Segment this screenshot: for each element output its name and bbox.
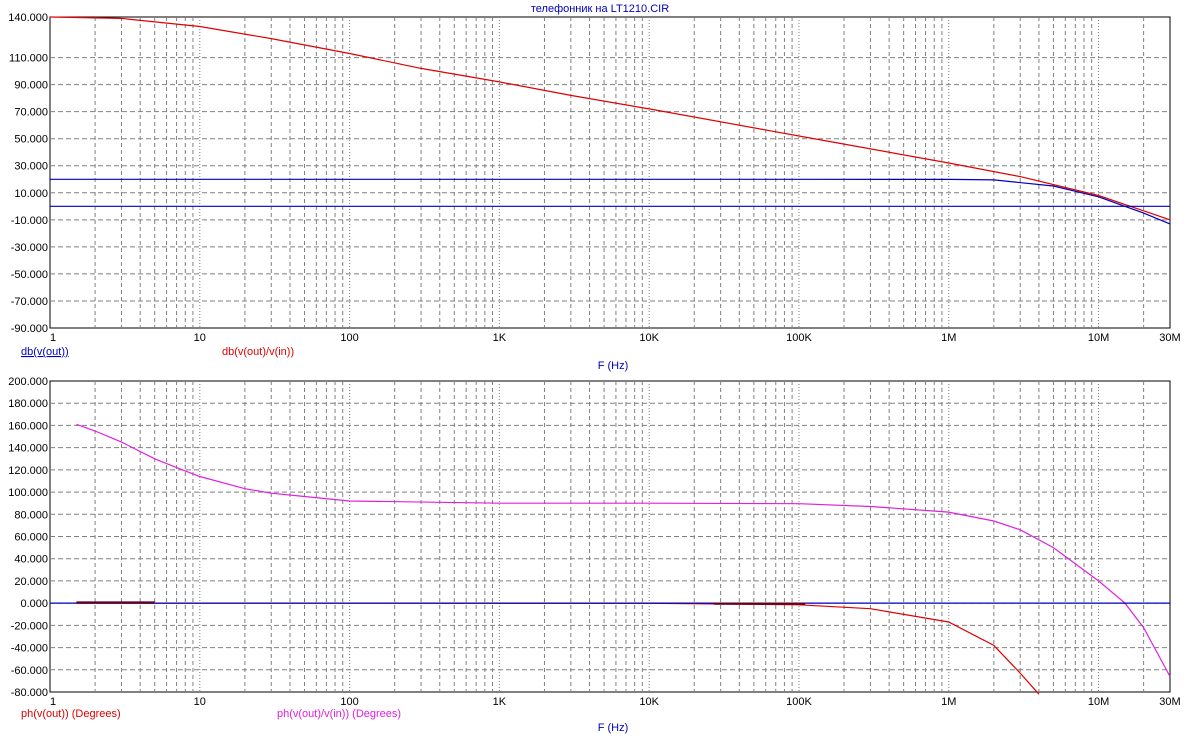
x-tick-label: 10K	[639, 332, 659, 344]
x-tick-label: 100K	[786, 332, 812, 344]
x-tick-label: 100K	[786, 696, 812, 708]
x-tick-label: 1M	[941, 696, 956, 708]
y-tick-label: 140.000	[8, 12, 48, 24]
y-tick-label: 50.000	[14, 134, 48, 146]
legend-entry: ph(v(out)) (Degrees)	[21, 708, 121, 720]
chart-title: телефонник на LT1210.CIR	[531, 3, 669, 15]
x-tick-label: 10K	[639, 696, 659, 708]
x-tick-label: 100	[340, 332, 358, 344]
x-tick-label: 1K	[493, 332, 507, 344]
y-tick-label: 40.000	[14, 554, 48, 566]
x-tick-label: 1	[50, 332, 56, 344]
y-tick-label: 20.000	[14, 576, 48, 588]
y-tick-label: 180.000	[8, 398, 48, 410]
x-tick-label: 100	[340, 696, 358, 708]
series-line	[49, 16, 1171, 221]
y-tick-label: 90.000	[14, 80, 48, 92]
y-tick-label: -30.000	[11, 242, 48, 254]
y-tick-label: 10.000	[14, 188, 48, 200]
x-tick-label: 10	[194, 332, 206, 344]
x-axis-label: F (Hz)	[598, 360, 629, 372]
x-tick-label: 1M	[941, 332, 956, 344]
y-tick-label: 140.000	[8, 443, 48, 455]
x-tick-label: 10M	[1088, 696, 1109, 708]
y-tick-label: 60.000	[14, 532, 48, 544]
y-tick-label: 100.000	[8, 487, 48, 499]
plot-frame	[49, 16, 1171, 329]
y-tick-label: 160.000	[8, 420, 48, 432]
x-tick-label: 10	[194, 696, 206, 708]
y-tick-label: -40.000	[11, 643, 48, 655]
y-tick-label: 80.000	[14, 509, 48, 521]
y-tick-label: 30.000	[14, 161, 48, 173]
y-tick-label: 200.000	[8, 376, 48, 388]
series-line	[76, 602, 1040, 695]
y-tick-label: 120.000	[8, 465, 48, 477]
y-tick-label: -60.000	[11, 665, 48, 677]
series-line	[76, 423, 1171, 677]
x-tick-label: 1K	[493, 696, 507, 708]
y-tick-label: -90.000	[11, 323, 48, 335]
y-tick-label: -70.000	[11, 296, 48, 308]
x-tick-label: 30M	[1159, 696, 1180, 708]
y-tick-label: -50.000	[11, 269, 48, 281]
legend-entry: db(v(out)/v(in))	[222, 346, 294, 358]
x-tick-label: 1	[50, 696, 56, 708]
y-tick-label: 0.000	[20, 598, 48, 610]
x-tick-label: 30M	[1159, 332, 1180, 344]
legend-entry: db(v(out))	[21, 346, 69, 358]
y-tick-label: -10.000	[11, 215, 48, 227]
y-tick-label: 70.000	[14, 107, 48, 119]
x-axis-label: F (Hz)	[598, 722, 629, 734]
series-line	[50, 178, 1171, 225]
legend-entry: ph(v(out)/v(in)) (Degrees)	[277, 708, 401, 720]
y-tick-label: -20.000	[11, 620, 48, 632]
y-tick-label: 110.000	[9, 53, 48, 65]
y-tick-label: -80.000	[11, 687, 48, 699]
x-tick-label: 10M	[1088, 332, 1109, 344]
